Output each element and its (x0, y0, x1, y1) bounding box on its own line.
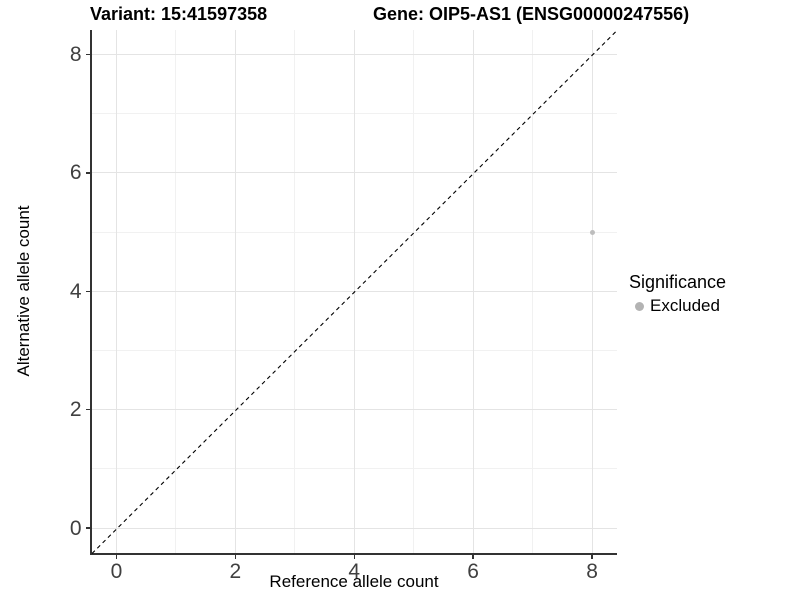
y-axis-tick (85, 408, 90, 411)
gridline-major-horizontal (91, 172, 617, 174)
gridline-major-horizontal (91, 53, 617, 55)
gridline-major-horizontal (91, 527, 617, 529)
legend-item-excluded: Excluded (629, 296, 726, 316)
y-tick-label: 2 (69, 398, 82, 422)
plot-title-gene: Gene: OIP5-AS1 (ENSG00000247556) (373, 4, 690, 24)
x-tick-label: 8 (586, 560, 598, 583)
x-axis-tick (234, 554, 237, 559)
y-tick-label: 4 (69, 279, 82, 303)
y-tick-label: 6 (69, 161, 82, 185)
identity-line (91, 29, 618, 554)
x-tick-label: 0 (110, 560, 123, 583)
x-axis-tick (472, 554, 474, 559)
x-axis-line (90, 553, 617, 555)
plot-title-variant: Variant: 15:41597358 (90, 4, 268, 24)
legend-point-icon (635, 301, 644, 311)
y-axis-tick (85, 290, 90, 292)
x-axis-tick (591, 554, 593, 559)
legend-item-label: Excluded (650, 296, 720, 315)
x-tick-label: 4 (348, 560, 361, 583)
y-axis-tick (85, 172, 90, 174)
legend: Significance Excluded (629, 272, 726, 316)
identity-line-layer (91, 29, 618, 554)
y-axis-tick (85, 53, 90, 56)
y-axis-line (90, 29, 92, 555)
legend-title: Significance (629, 272, 727, 292)
x-axis-tick (115, 554, 118, 559)
data-point (589, 229, 595, 235)
gridline-major-horizontal (91, 409, 617, 411)
plot-panel: 0 2 4 6 8 0 2 4 6 8 (70, 29, 618, 583)
y-axis-tick (85, 527, 90, 529)
x-axis-title: Reference allele count (269, 572, 439, 591)
y-tick-label: 0 (69, 516, 82, 540)
x-tick-label: 2 (229, 560, 242, 583)
x-tick-label: 6 (467, 560, 479, 583)
y-tick-label: 8 (69, 42, 82, 66)
x-axis-tick (353, 554, 355, 559)
